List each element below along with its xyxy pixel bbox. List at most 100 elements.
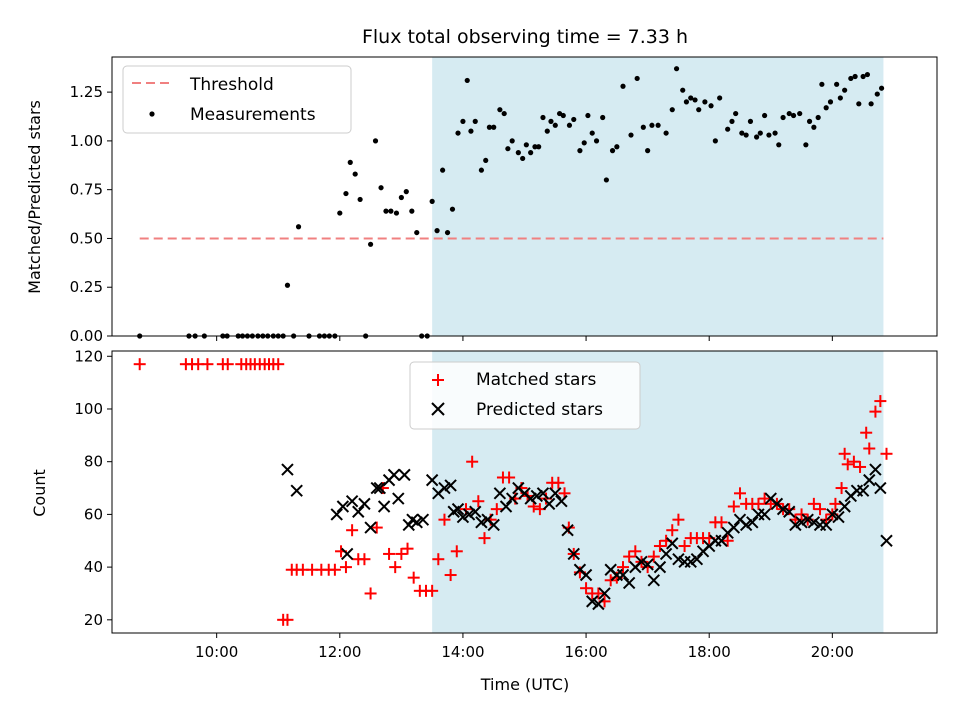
measurement-point — [640, 124, 646, 130]
top-y-tick-label: 0.25 — [70, 278, 103, 296]
bottom-x-tick-label: 18:00 — [688, 643, 731, 661]
measurement-point — [856, 101, 862, 107]
measurement-point — [403, 189, 409, 195]
bottom-panel: 20 40 60 80 100 120 10:00 12:00 14:00 16:00 18:00… — [30, 347, 938, 694]
measurement-point — [790, 112, 797, 119]
measurement-point — [725, 126, 731, 132]
top-y-axis: 0.00 0.25 0.50 0.75 1.00 1.25 — [70, 83, 112, 345]
matched-star-point — [328, 563, 341, 576]
bottom-x-tick-label: 20:00 — [811, 643, 854, 661]
measurement-point — [497, 107, 503, 113]
measurement-point — [284, 282, 291, 288]
matched-star-point — [370, 521, 383, 534]
measurement-point — [600, 114, 606, 121]
bottom-y-tick-label: 120 — [74, 347, 103, 365]
legend-matched-label: Matched stars — [476, 370, 596, 390]
measurement-point — [702, 99, 708, 105]
legend-matched-swatch — [432, 374, 444, 386]
measurement-point — [585, 112, 591, 119]
predicted-star-point — [567, 547, 580, 561]
matched-star-point — [407, 571, 420, 584]
predicted-star-point — [635, 555, 648, 569]
measurement-point — [806, 118, 813, 124]
matched-star-point — [281, 613, 294, 626]
measurement-point — [577, 148, 583, 154]
measurement-point — [696, 107, 702, 113]
measurement-point — [520, 155, 526, 162]
predicted-star-point — [789, 518, 802, 532]
measurement-point — [620, 83, 626, 89]
predicted-star-point — [387, 468, 401, 482]
measurement-point — [673, 66, 680, 72]
measurement-point — [683, 99, 690, 105]
measurement-point — [834, 81, 840, 87]
predicted-star-point — [499, 500, 513, 513]
legend-predicted-label: Predicted stars — [476, 400, 603, 420]
predicted-star-point — [555, 495, 568, 508]
bottom-y-tick-label: 80 — [84, 453, 103, 471]
predicted-star-point — [561, 524, 574, 537]
matched-star-point — [364, 587, 377, 600]
top-axes-frame — [111, 56, 938, 337]
predicted-star-point — [330, 508, 343, 521]
matched-star-point — [838, 447, 851, 460]
measurement-point — [776, 142, 782, 148]
measurement-point — [649, 122, 655, 128]
matched-star-point — [438, 513, 451, 526]
measurement-point — [797, 110, 803, 117]
measurement-point — [717, 95, 723, 101]
measurement-point — [460, 118, 466, 124]
measurement-point — [383, 208, 389, 214]
matched-star-point — [490, 503, 503, 516]
measurement-point — [743, 132, 749, 138]
measurement-point — [414, 229, 420, 236]
measurement-point — [449, 206, 456, 212]
bottom-y-axis: 20 40 60 80 100 120 — [74, 347, 112, 629]
measurement-point — [464, 77, 470, 84]
matched-star-point — [346, 524, 359, 537]
predicted-star-point — [746, 516, 759, 529]
predicted-star-point — [659, 547, 673, 561]
measurement-point — [571, 116, 577, 123]
predicted-star-point — [856, 484, 870, 497]
predicted-star-point — [340, 547, 354, 561]
bottom-legend-box — [409, 361, 641, 430]
bottom-y-tick-label: 40 — [84, 558, 103, 576]
measurement-point — [367, 241, 374, 247]
matched-star-point — [863, 442, 876, 455]
matched-star-point — [727, 500, 740, 513]
matched-star-point — [389, 561, 402, 574]
predicted-star-point — [469, 505, 482, 518]
bottom-x-tick-label: 10:00 — [195, 643, 238, 661]
measurement-point — [860, 73, 866, 80]
predicted-star-point — [586, 595, 599, 608]
measurement-point — [757, 130, 763, 136]
measurement-point — [823, 105, 829, 111]
measurement-point — [663, 130, 669, 136]
measurement-point — [509, 138, 515, 144]
measurement-point — [593, 138, 600, 144]
measurement-point — [505, 146, 511, 152]
legend-measurements-label: Measurements — [190, 105, 316, 125]
bottom-x-tick-label: 16:00 — [564, 643, 607, 661]
measurement-point — [688, 95, 694, 101]
predicted-star-point — [838, 500, 851, 513]
measurement-point — [803, 142, 809, 148]
measurement-point — [852, 73, 858, 80]
predicted-star-point — [653, 560, 667, 574]
matched-star-point — [752, 497, 765, 510]
predicted-star-point — [475, 516, 488, 529]
matched-star-point — [807, 497, 820, 510]
bottom-x-tick-label: 12:00 — [318, 643, 361, 661]
bottom-legend: Matched stars Predicted stars — [409, 361, 641, 430]
measurement-point — [434, 228, 440, 234]
matched-star-point — [880, 447, 893, 460]
bottom-y-tick-label: 20 — [84, 611, 103, 629]
matched-star-point — [383, 547, 396, 560]
predicted-star-point — [826, 508, 839, 521]
matched-star-point — [835, 482, 848, 495]
measurement-point — [347, 159, 353, 165]
measurement-point — [628, 132, 634, 138]
measurement-point — [548, 118, 554, 124]
matched-star-point — [733, 487, 746, 500]
